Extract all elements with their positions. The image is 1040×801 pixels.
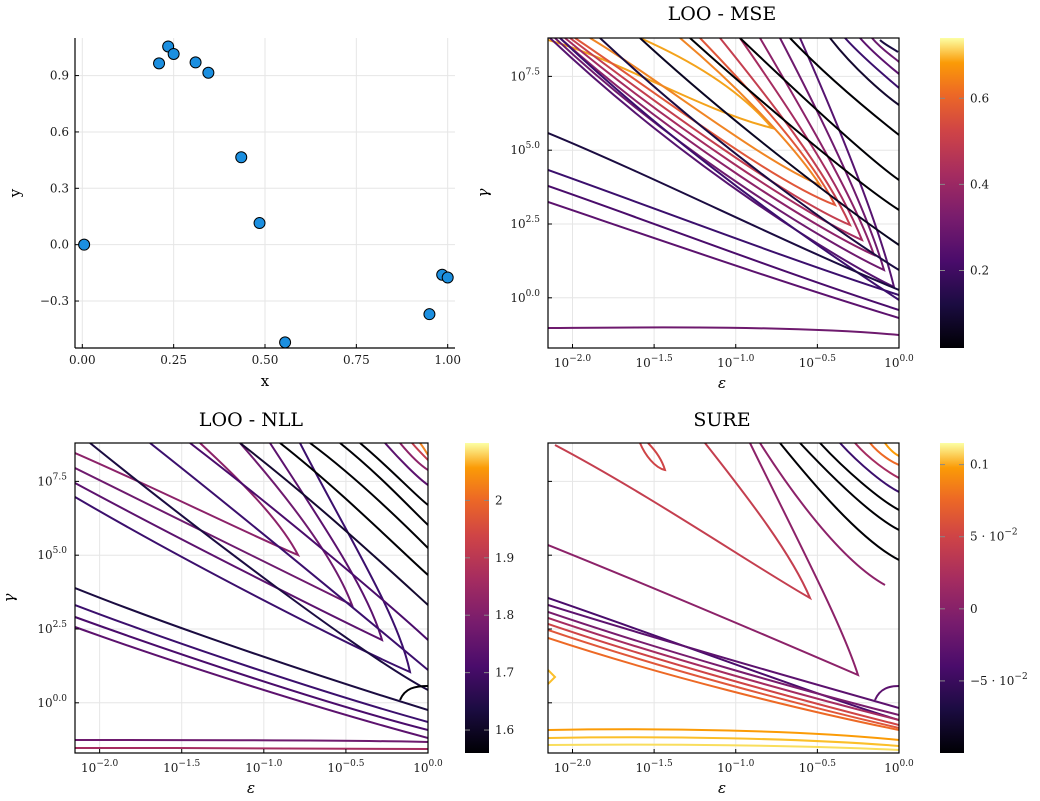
p2-x-tick-label: 100.0 bbox=[884, 354, 914, 370]
mse-contours bbox=[548, 38, 899, 336]
mse-y-label: γ bbox=[474, 188, 492, 197]
p3-y-tick-label: 100.0 bbox=[37, 694, 67, 710]
p2-colorbar-tick-label: 0.4 bbox=[970, 177, 989, 191]
scatter-point bbox=[279, 336, 292, 349]
mse-panel: LOO - MSE bbox=[474, 3, 989, 392]
nll-frame bbox=[74, 442, 429, 754]
p4-x-tick-label: 100.0 bbox=[884, 759, 914, 775]
scatter-point bbox=[441, 271, 454, 284]
nll-contours bbox=[75, 443, 428, 750]
p3-x-tick-label: 10−0.5 bbox=[327, 759, 364, 775]
nll-colorbar bbox=[465, 443, 489, 753]
sure-panel: SURE 10−2.0 10−1 bbox=[547, 409, 1028, 797]
scatter-point bbox=[189, 56, 202, 69]
p2-y-tick-label: 107.5 bbox=[510, 67, 540, 83]
p2-x-tick-label: 10−1.5 bbox=[636, 354, 673, 370]
scatter-panel: 0.00 0.25 0.50 0.75 1.00 −0.30.00.30.60.9 x … bbox=[6, 38, 461, 390]
nll-x-ticks: 10−2.0 10−1.5 10−1.0 10−0.5 100.0 bbox=[81, 749, 443, 775]
nll-y-label: γ bbox=[0, 593, 18, 602]
mse-colorbar-ticks: 0.2 0.4 0.6 bbox=[940, 91, 989, 278]
p4-colorbar-tick-label: 0.1 bbox=[970, 458, 989, 472]
p2-y-tick-label: 102.5 bbox=[510, 215, 540, 231]
scatter-x-ticks: 0.00 0.25 0.50 0.75 1.00 bbox=[69, 344, 461, 367]
p2-colorbar-tick-label: 0.2 bbox=[970, 264, 989, 278]
nll-x-label: ε bbox=[247, 779, 255, 797]
nll-colorbar-ticks: 1.6 1.7 1.8 1.9 2 bbox=[465, 493, 514, 737]
mse-x-label: ε bbox=[718, 374, 726, 392]
p2-y-tick-label: 105.0 bbox=[510, 141, 540, 157]
scatter-y-label: y bbox=[6, 188, 24, 198]
p2-x-tick-label: 10−1.0 bbox=[717, 354, 754, 370]
p4-x-tick-label: 10−0.5 bbox=[799, 759, 836, 775]
mse-y-ticks: 100.0 102.5 105.0 107.5 bbox=[510, 67, 552, 305]
p3-x-tick-label: 10−1.0 bbox=[245, 759, 282, 775]
scatter-point bbox=[78, 238, 91, 251]
scatter-y-tick-label: 0.9 bbox=[50, 69, 69, 83]
p3-x-tick-label: 10−2.0 bbox=[81, 759, 118, 775]
sure-grid bbox=[548, 443, 900, 753]
mse-x-ticks: 10−2.0 10−1.5 10−1.0 10−0.5 100.0 bbox=[554, 344, 914, 370]
p4-x-tick-label: 10−1.5 bbox=[636, 759, 673, 775]
p3-x-tick-label: 10−1.5 bbox=[163, 759, 200, 775]
scatter-point bbox=[153, 57, 166, 70]
p3-colorbar-tick-label: 1.7 bbox=[495, 666, 514, 680]
sure-y-ticks bbox=[548, 480, 552, 704]
scatter-point bbox=[423, 308, 436, 321]
scatter-x-label: x bbox=[261, 372, 270, 390]
scatter-points bbox=[78, 40, 454, 349]
mse-colorbar bbox=[940, 38, 964, 348]
sure-title: SURE bbox=[693, 409, 750, 431]
scatter-point bbox=[167, 47, 180, 60]
scatter-point bbox=[202, 66, 215, 79]
sure-colorbar-ticks: 0.1 5 · 10−2 0 −5 · 10−2 bbox=[940, 458, 1028, 688]
p3-y-tick-label: 102.5 bbox=[37, 620, 67, 636]
scatter-x-tick-label: 0.00 bbox=[69, 353, 96, 367]
p3-x-tick-label: 100.0 bbox=[413, 759, 443, 775]
p3-colorbar-tick-label: 1.6 bbox=[495, 723, 514, 737]
p2-y-tick-label: 100.0 bbox=[510, 289, 540, 305]
p4-colorbar-tick-label: 0 bbox=[970, 602, 978, 616]
p3-colorbar-tick-label: 1.8 bbox=[495, 608, 514, 622]
scatter-x-tick-label: 0.50 bbox=[252, 353, 279, 367]
p2-x-tick-label: 10−2.0 bbox=[554, 354, 591, 370]
p3-colorbar-tick-label: 2 bbox=[495, 493, 503, 507]
nll-panel: LOO - NLL 10−2. bbox=[0, 409, 514, 797]
scatter-grid bbox=[75, 38, 455, 348]
scatter-point bbox=[253, 217, 266, 230]
p3-colorbar-tick-label: 1.9 bbox=[495, 551, 514, 565]
scatter-y-tick-label: 0.3 bbox=[50, 181, 69, 195]
nll-title: LOO - NLL bbox=[199, 409, 304, 431]
scatter-point bbox=[235, 151, 248, 164]
scatter-y-tick-label: 0.0 bbox=[50, 238, 69, 252]
p3-y-tick-label: 105.0 bbox=[37, 546, 67, 562]
p2-colorbar-tick-label: 0.6 bbox=[970, 91, 989, 105]
p2-x-tick-label: 10−0.5 bbox=[799, 354, 836, 370]
sure-frame bbox=[547, 442, 900, 754]
p3-y-tick-label: 107.5 bbox=[37, 472, 67, 488]
mse-title: LOO - MSE bbox=[668, 3, 777, 25]
scatter-y-tick-label: −0.3 bbox=[40, 294, 69, 308]
sure-x-ticks: 10−2.0 10−1.5 10−1.0 10−0.5 100.0 bbox=[554, 749, 914, 775]
p4-colorbar-tick-label: 5 · 10−2 bbox=[970, 528, 1018, 544]
p4-x-tick-label: 10−2.0 bbox=[554, 759, 591, 775]
nll-y-ticks: 100.0 102.5 105.0 107.5 bbox=[37, 472, 79, 710]
sure-x-label: ε bbox=[718, 779, 726, 797]
sure-colorbar bbox=[940, 443, 964, 753]
p4-x-tick-label: 10−1.0 bbox=[717, 759, 754, 775]
p4-colorbar-tick-label: −5 · 10−2 bbox=[970, 672, 1028, 688]
scatter-x-tick-label: 0.25 bbox=[160, 353, 187, 367]
scatter-y-tick-label: 0.6 bbox=[50, 125, 69, 139]
sure-contours bbox=[548, 443, 899, 751]
mse-frame bbox=[547, 37, 900, 349]
scatter-x-tick-label: 1.00 bbox=[434, 353, 461, 367]
scatter-x-tick-label: 0.75 bbox=[343, 353, 370, 367]
scatter-y-ticks: −0.3 0.0 0.3 0.6 0.9 bbox=[40, 69, 79, 308]
